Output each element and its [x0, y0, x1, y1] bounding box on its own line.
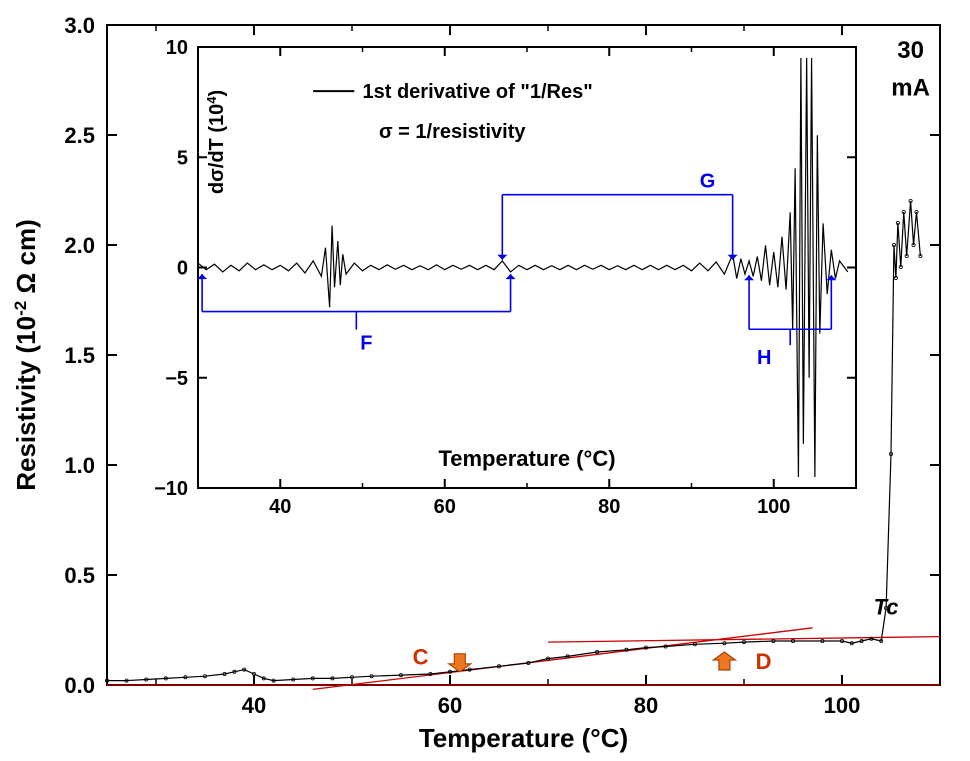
inset-xtick-label: 80 [598, 496, 620, 518]
main-ytick-label: 1.5 [64, 343, 95, 368]
inset-xlabel: Temperature (°C) [438, 446, 615, 471]
chart-svg: 4060801000.00.51.01.52.02.53.0CDTc30mATe… [0, 0, 970, 761]
inset-ytick-label: 5 [177, 147, 188, 169]
annotation-F: F [360, 333, 372, 355]
chart-container: 4060801000.00.51.01.52.02.53.0CDTc30mATe… [0, 0, 970, 761]
inset-xtick-label: 40 [269, 496, 291, 518]
main-xtick-label: 100 [824, 693, 861, 718]
main-xlabel: Temperature (°C) [419, 723, 628, 753]
main-xtick-label: 40 [242, 693, 266, 718]
main-ytick-label: 0.0 [64, 673, 95, 698]
inset-ylabel: dσ/dT (104) [204, 90, 229, 194]
inset-ytick-label: 0 [177, 258, 188, 280]
inset-legend-sigma: σ = 1/resistivity [379, 121, 526, 143]
main-ytick-label: 2.0 [64, 233, 95, 258]
main-ytick-label: 1.0 [64, 453, 95, 478]
main-xtick-label: 80 [634, 693, 658, 718]
main-ylabel: Resistivity (10-2 Ω cm) [11, 219, 42, 491]
annotation-G: G [700, 171, 716, 193]
annotation-current-value: 30 [897, 37, 924, 64]
annotation-Tc: Tc [874, 595, 899, 620]
inset-ytick-label: 10 [166, 37, 188, 59]
annotation-H: H [757, 347, 771, 369]
inset-xtick-label: 60 [434, 496, 456, 518]
inset-plot-frame [198, 47, 856, 488]
main-ytick-label: 0.5 [64, 563, 95, 588]
main-ytick-label: 2.5 [64, 123, 95, 148]
annotation-current-unit: mA [891, 74, 930, 101]
inset-ytick-label: −5 [165, 368, 188, 390]
main-ytick-label: 3.0 [64, 13, 95, 38]
inset-legend-line: 1st derivative of "1/Res" [363, 81, 593, 103]
main-xtick-label: 60 [438, 693, 462, 718]
inset-ytick-label: −10 [154, 478, 188, 500]
inset-xtick-label: 100 [757, 496, 790, 518]
annotation-D: D [756, 649, 772, 674]
annotation-C: C [413, 645, 429, 670]
